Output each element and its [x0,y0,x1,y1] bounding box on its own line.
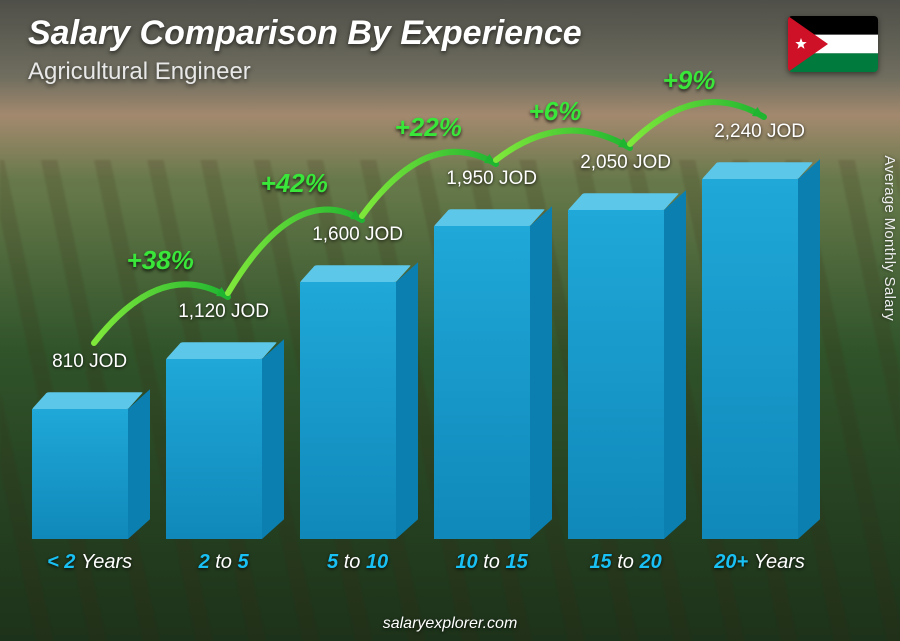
bar-x-label: 10 to 15 [424,551,558,574]
bar-front-face [702,179,798,539]
bar-top-face [568,193,679,210]
bar-side-face [128,389,150,539]
bar-side-face [664,190,686,539]
increase-label-4: +9% [663,65,716,96]
bar-x-label: 5 to 10 [290,551,424,574]
bar-5: 2,240 JOD20+ Years [702,179,798,539]
increase-label-3: +6% [529,96,582,127]
salary-bar-chart: 810 JOD< 2 Years 1,120 JOD2 to 5 1,600 JOD… [32,110,840,571]
bar-4: 2,050 JOD15 to 20 [568,210,664,539]
bar-x-label: 15 to 20 [558,551,692,574]
bar-3: 1,950 JOD10 to 15 [434,226,530,539]
bar-front-face [300,282,396,539]
bar-0: 810 JOD< 2 Years [32,409,128,539]
bar-2: 1,600 JOD5 to 10 [300,282,396,539]
bar-top-face [702,162,813,179]
bar-x-label: < 2 Years [22,551,156,574]
bar-side-face [396,262,418,539]
bar-front-face [434,226,530,539]
bar-front-face [32,409,128,539]
chart-title: Salary Comparison By Experience [28,14,582,53]
bar-x-label: 2 to 5 [156,551,290,574]
increase-label-0: +38% [127,245,194,276]
bar-side-face [798,159,820,539]
infographic-stage: Salary Comparison By Experience Agricult… [0,0,900,641]
bar-front-face [568,210,664,539]
increase-label-2: +22% [395,112,462,143]
footer-source: salaryexplorer.com [0,615,900,633]
country-flag-jordan [788,16,878,72]
bar-front-face [166,359,262,539]
bar-x-label: 20+ Years [692,551,826,574]
bar-side-face [262,339,284,539]
bar-side-face [530,206,552,539]
y-axis-label: Average Monthly Salary [882,155,899,321]
bar-1: 1,120 JOD2 to 5 [166,359,262,539]
chart-subtitle: Agricultural Engineer [28,58,251,86]
increase-label-1: +42% [261,168,328,199]
bar-top-face [32,392,143,409]
